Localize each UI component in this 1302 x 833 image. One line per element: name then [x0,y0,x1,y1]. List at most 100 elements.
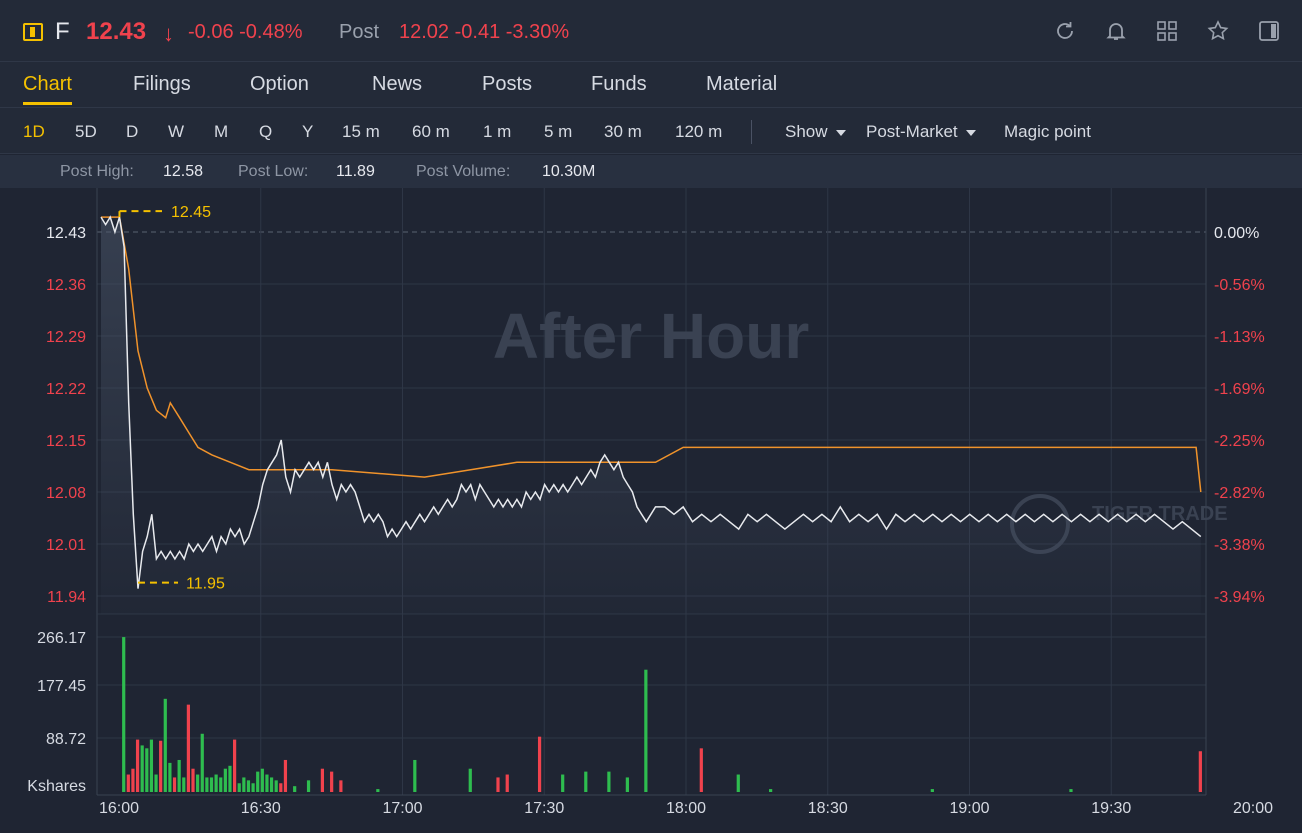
price-tick-label: 12.43 [46,225,86,242]
time-tick-label: 16:00 [99,800,139,817]
volume-bar [537,736,542,792]
post-low-value: 11.89 [336,163,375,180]
percent-tick-label: -2.25% [1214,433,1265,450]
price-tick-label: 12.01 [46,537,86,554]
tab-filings[interactable]: Filings [133,73,191,95]
chart-canvas[interactable]: After Hour TIGER TRADE 12.45 11.95 12.43 1… [0,188,1302,833]
volume-bar [496,777,500,792]
bell-icon[interactable] [1105,20,1127,42]
caret-down-icon [965,129,976,136]
period-1d[interactable]: 1D [23,122,45,141]
period-w[interactable]: W [168,122,185,141]
tab-option[interactable]: Option [250,73,309,95]
period-5d[interactable]: 5D [75,122,97,141]
volume-bar [145,748,149,792]
post-volume-label: Post Volume: [416,163,511,180]
volume-bar [320,768,324,792]
post-market-quote: 12.02 -0.41 -3.30% [399,21,570,43]
volume-bar [699,748,703,792]
period-5m[interactable]: 5 m [544,122,573,141]
volume-bar [265,774,269,792]
refresh-icon[interactable] [1054,20,1076,42]
volume-bar [736,774,740,792]
price-tick-label: 12.36 [46,277,86,294]
grid-icon[interactable] [1156,20,1178,42]
market-badge-icon [23,23,43,41]
volume-bar [561,774,565,792]
price-tick-label: 12.29 [46,329,86,346]
volume-bar [930,789,934,792]
volume-bar [306,780,311,792]
tab-posts[interactable]: Posts [482,73,533,95]
period-m[interactable]: M [214,122,229,141]
volume-bar [769,789,773,792]
volume-bar [177,759,181,792]
time-tick-label: 18:00 [666,800,706,817]
star-icon[interactable] [1207,20,1229,42]
tab-material[interactable]: Material [706,73,778,95]
session-dropdown[interactable]: Post-Market [866,122,976,142]
volume-bar [159,740,163,792]
volume-bar [625,777,629,792]
tab-chart[interactable]: Chart [23,73,72,95]
price-chart[interactable]: After Hour TIGER TRADE 12.45 11.95 12.43 1… [0,188,1302,833]
volume-bar [131,768,135,792]
period-60m[interactable]: 60 m [412,122,450,141]
show-dropdown[interactable]: Show [785,122,846,142]
volume-bar [283,759,288,792]
volume-bar [293,786,297,792]
period-30m[interactable]: 30 m [604,122,642,141]
post-volume-value: 10.30M [542,163,596,180]
magic-point-button[interactable]: Magic point [1004,122,1091,141]
volume-bar [196,774,200,792]
price-tick-label: 12.15 [46,433,86,450]
time-tick-label: 20:00 [1233,800,1273,817]
time-tick-label: 19:30 [1091,800,1131,817]
percent-tick-label: -2.82% [1214,485,1265,502]
time-tick-label: 18:30 [808,800,848,817]
price-tick-label: 11.94 [47,589,86,606]
show-label: Show [785,122,828,141]
volume-bar [126,774,130,792]
volume-bar [191,768,195,792]
main-tabs: Chart Filings Option News Posts Funds Ma… [0,62,1302,108]
volume-tick-label: Kshares [27,778,86,795]
volume-bar [242,777,246,792]
percent-tick-label: -1.69% [1214,381,1265,398]
period-q[interactable]: Q [259,122,273,141]
time-tick-label: 17:30 [524,800,564,817]
volume-bar [219,777,223,792]
period-y[interactable]: Y [302,122,314,141]
high-marker-label: 12.45 [171,204,211,221]
volume-bar [260,768,264,792]
quote-header: F 12.43 ↓ -0.06 -0.48% Post 12.02 -0.41 … [0,0,1302,62]
volume-bar [237,783,241,792]
volume-bar [209,777,214,792]
after-hour-watermark: After Hour [493,300,809,372]
volume-bar [228,765,232,792]
panel-icon[interactable] [1258,20,1280,42]
tab-funds[interactable]: Funds [591,73,647,95]
volume-bar [413,759,417,792]
volume-bar [214,774,218,792]
volume-bar [505,774,509,792]
period-1m[interactable]: 1 m [483,122,512,141]
volume-bar [584,771,588,792]
volume-bar [140,745,144,792]
period-120m[interactable]: 120 m [675,122,723,141]
post-label: Post [339,21,380,43]
period-15m[interactable]: 15 m [342,122,380,141]
volume-bar [256,771,260,792]
volume-bar [205,777,209,792]
volume-bar [168,762,172,792]
volume-bar [149,739,154,792]
post-low-label: Post Low: [238,163,309,180]
volume-bar [269,777,274,792]
volume-bar [644,669,648,792]
volume-bar [223,768,227,792]
volume-bar [122,637,126,792]
tab-news[interactable]: News [372,73,423,95]
average-price-line [101,216,1202,493]
period-d[interactable]: D [126,122,139,141]
